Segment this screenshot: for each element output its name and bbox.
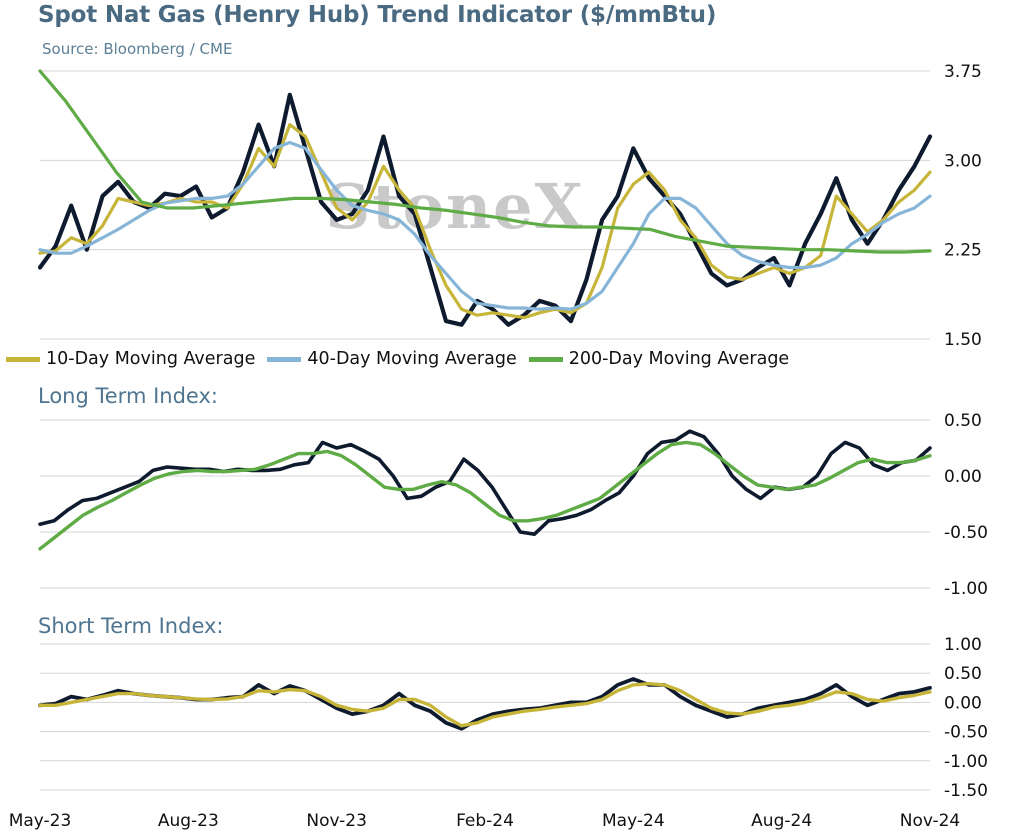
legend-swatch-ma10 (6, 356, 40, 362)
legend-label-ma40: 40-Day Moving Average (307, 349, 517, 369)
price-series-ma200 (38, 69, 932, 254)
legend-item-ma10: 10-Day Moving Average (6, 349, 255, 369)
gridlines (40, 70, 930, 791)
x-tick-label: Aug-23 (158, 811, 219, 831)
legend-swatch-ma40 (267, 356, 302, 362)
x-tick-label: Nov-23 (306, 811, 367, 831)
long_term-y-tick-label: 0.00 (944, 467, 982, 487)
price-y-tick-label: 3.75 (944, 62, 982, 82)
short-term-title: Short Term Index: (38, 614, 224, 638)
series-lines (37, 69, 933, 731)
x-tick-label: May-24 (602, 811, 665, 831)
price-series-ma40 (38, 140, 932, 311)
x-tick-label: Feb-24 (456, 811, 514, 831)
price-y-tick-label: 2.25 (944, 241, 982, 261)
x-tick-label: May-23 (9, 811, 72, 831)
long_term-series-long_index (38, 429, 932, 537)
long_term-y-tick-label: -0.50 (944, 523, 988, 543)
long-term-title: Long Term Index: (38, 384, 218, 408)
price-y-tick-label: 1.50 (944, 330, 982, 350)
x-tick-label: Aug-24 (751, 811, 812, 831)
long_term-y-tick-label: 0.50 (944, 411, 982, 431)
short_term-y-tick-label: 0.00 (944, 693, 982, 713)
y-tick-labels: 3.75 3.00 2.25 1.50 0.50 0.00 -0.50 -1.00 1.00 0.… (944, 62, 988, 801)
short_term-y-tick-label: 0.50 (944, 664, 982, 684)
chart-subtitle: Source: Bloomberg / CME (42, 40, 233, 58)
long_term-series-long_index_smooth (38, 440, 932, 551)
x-tick-labels: May-23 Aug-23 Nov-23 Feb-24 May-24 Aug-24 Nov-… (9, 811, 961, 831)
short_term-y-tick-label: -0.50 (944, 723, 988, 743)
legend-swatch-ma200 (528, 356, 563, 362)
legend-label-ma10: 10-Day Moving Average (46, 349, 256, 369)
x-tick-label: Nov-24 (900, 811, 961, 831)
legend-item-ma40: 40-Day Moving Average (267, 349, 517, 369)
chart-title: Spot Nat Gas (Henry Hub) Trend Indicator… (38, 2, 717, 28)
short_term-y-tick-label: 1.00 (944, 635, 982, 655)
legend-item-ma200: 200-Day Moving Average (528, 349, 790, 369)
legend-label-ma200: 200-Day Moving Average (568, 349, 790, 369)
long_term-y-tick-label: -1.00 (944, 579, 988, 599)
short_term-y-tick-label: -1.50 (944, 781, 988, 801)
price-legend: 10-Day Moving Average 40-Day Moving Aver… (6, 346, 801, 372)
price-y-tick-label: 3.00 (944, 151, 982, 171)
short_term-series-short_index_smooth (38, 682, 932, 728)
short_term-y-tick-label: -1.00 (944, 752, 988, 772)
